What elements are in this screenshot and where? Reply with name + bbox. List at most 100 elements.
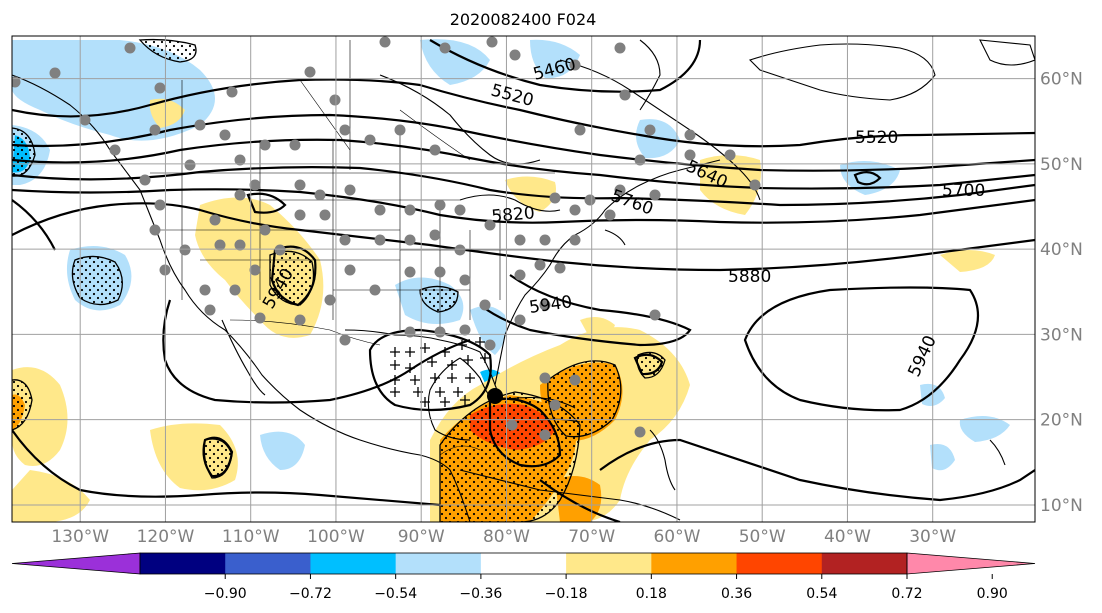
station-dot (486, 36, 498, 48)
colorbar-extend-high (906, 552, 1036, 575)
station-dot (549, 192, 561, 204)
station-dot (574, 124, 586, 136)
station-dot (344, 264, 356, 276)
plus-marker (475, 337, 485, 347)
station-dot (724, 149, 736, 161)
station-dot (344, 184, 356, 196)
station-dot (124, 42, 136, 54)
station-dot (259, 224, 271, 236)
station-dot (324, 294, 336, 306)
station-dot (209, 214, 221, 226)
station-dot (569, 374, 581, 386)
station-dot (214, 239, 226, 251)
station-dot (154, 82, 166, 94)
station-dot (49, 67, 61, 79)
station-dot (374, 234, 386, 246)
gridlines (12, 36, 1035, 522)
contour-label-5820: 5820 (491, 203, 536, 227)
station-dot (339, 234, 351, 246)
plus-marker (405, 347, 415, 357)
station-dot (229, 284, 241, 296)
latitude-label: 20°N (1040, 411, 1083, 431)
station-dot (204, 304, 216, 316)
contour-label-5520-east: 5520 (855, 128, 898, 148)
station-dot (509, 49, 521, 61)
plus-marker (447, 373, 457, 383)
station-dot (274, 244, 286, 256)
station-dot (569, 204, 581, 216)
longitude-label: 80°W (483, 527, 530, 547)
latitude-label: 50°N (1040, 155, 1083, 175)
height-contours (12, 39, 1035, 522)
station-dot (454, 244, 466, 256)
colorbar-segment (310, 553, 397, 574)
station-dot (404, 234, 416, 246)
station-dot (649, 189, 661, 201)
station-dot (549, 399, 561, 411)
station-dot (369, 284, 381, 296)
longitude-label: 120°W (137, 527, 195, 547)
station-dot (434, 326, 446, 338)
station-dot (506, 419, 518, 431)
station-dot (619, 89, 631, 101)
station-dot (429, 229, 441, 241)
latitude-label: 40°N (1040, 240, 1083, 260)
station-dot (514, 234, 526, 246)
longitude-label: 110°W (222, 527, 280, 547)
plus-marker (463, 355, 473, 365)
colorbar-segment (140, 553, 226, 574)
station-dot (554, 262, 566, 274)
colorbar-frame (139, 552, 908, 575)
station-dot (234, 239, 246, 251)
station-dot (539, 372, 551, 384)
plus-marker (405, 363, 415, 373)
latitude-label: 30°N (1040, 325, 1083, 345)
station-dot (459, 324, 471, 336)
colorbar-tick-label: −0.54 (374, 586, 417, 602)
station-dot (259, 139, 271, 151)
station-dot (649, 309, 661, 321)
significance-stippling (12, 38, 666, 522)
station-dot (634, 154, 646, 166)
station-dot (374, 204, 386, 216)
station-dot (634, 426, 646, 438)
plus-marker (390, 387, 400, 397)
station-dot (684, 149, 696, 161)
station-dot (484, 219, 496, 231)
station-dot (364, 134, 376, 146)
station-dot (644, 124, 656, 136)
plus-marker (453, 387, 463, 397)
station-dot (79, 114, 91, 126)
station-dot (199, 284, 211, 296)
plus-marker (457, 340, 467, 350)
colorbar-segment (651, 553, 738, 574)
longitude-axis: 130°W 120°W 110°W 100°W 90°W 80°W 70°W 60°W 50°W… (51, 527, 956, 547)
station-dot (234, 189, 246, 201)
station-dot (434, 266, 446, 278)
colorbar-tick-label: −0.18 (545, 586, 588, 602)
station-dot (434, 199, 446, 211)
station-dot (184, 159, 196, 171)
station-dot (439, 42, 451, 54)
station-dot (484, 339, 496, 351)
station-dot (394, 124, 406, 136)
longitude-label: 130°W (51, 527, 109, 547)
colorbar-tick-label: −0.72 (289, 586, 332, 602)
station-dot (154, 199, 166, 211)
station-dot (569, 59, 581, 71)
station-dot (539, 299, 551, 311)
contour-label-5880: 5880 (728, 267, 771, 287)
station-dot (149, 124, 161, 136)
longitude-label: 90°W (398, 527, 445, 547)
colorbar-segment (395, 553, 482, 574)
colorbar-tick-label: 0.36 (721, 586, 752, 602)
colorbar-tick-label: 0.54 (806, 586, 837, 602)
station-dot (249, 264, 261, 276)
latitude-axis: 10°N 20°N 30°N 40°N 50°N 60°N (1040, 70, 1083, 516)
longitude-label: 60°W (653, 527, 700, 547)
plus-marker (390, 375, 400, 385)
station-dot (314, 189, 326, 201)
station-dot (289, 139, 301, 151)
map-frame (11, 35, 1036, 523)
station-dot (194, 119, 206, 131)
